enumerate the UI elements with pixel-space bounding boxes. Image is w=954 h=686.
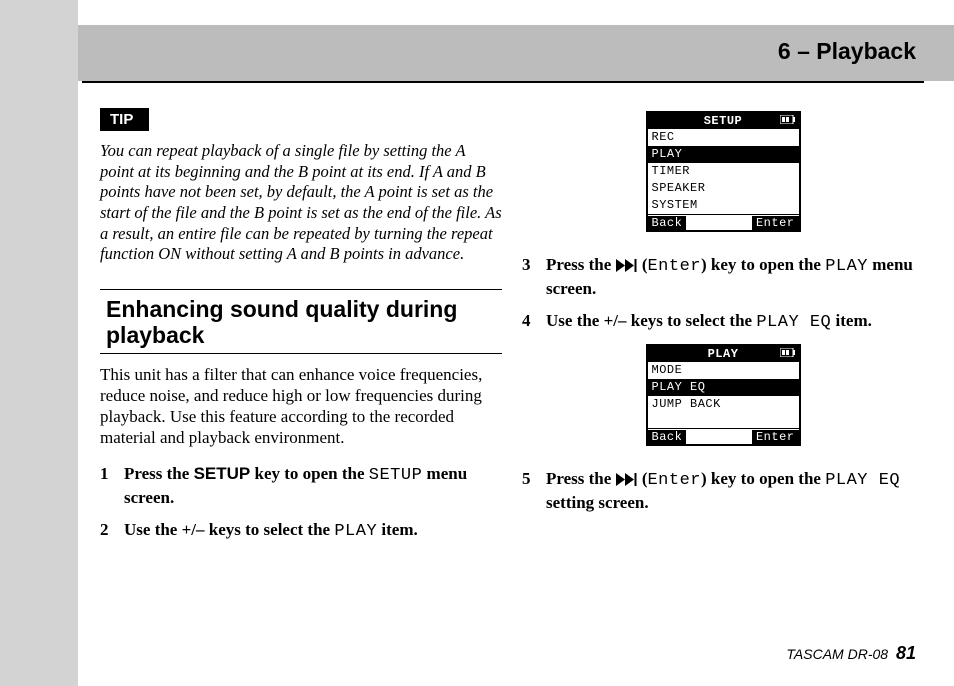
battery-icon [780, 348, 796, 357]
lcd-menu-item: SPEAKER [648, 180, 799, 197]
step-text: Use the +/– keys to select the PLAY EQ i… [546, 310, 924, 334]
footer-page-number: 81 [896, 643, 916, 663]
instruction-step: 1Press the SETUP key to open the SETUP m… [100, 463, 502, 509]
section-rule-top [100, 289, 502, 290]
footer-product: TASCAM DR-08 [786, 646, 888, 662]
lcd-blank-area [648, 413, 799, 428]
step-number: 3 [522, 254, 536, 300]
screen-label: PLAY [334, 522, 377, 541]
lcd-menu-item: PLAY EQ [648, 379, 799, 396]
lcd-menu-item: TIMER [648, 163, 799, 180]
step-text: Use the +/– keys to select the PLAY item… [124, 519, 502, 543]
chapter-title: 6 – Playback [778, 38, 916, 65]
screen-label: PLAY EQ [756, 313, 831, 332]
screen-label: PLAY EQ [825, 471, 900, 490]
lcd-menu-item: JUMP BACK [648, 396, 799, 413]
step-text: Press the (Enter) key to open the PLAY m… [546, 254, 924, 300]
instruction-step: 4 Use the +/– keys to select the PLAY EQ … [522, 310, 924, 334]
lcd-menu-item: PLAY [648, 146, 799, 163]
section-title: Enhancing sound quality during playback [100, 296, 502, 349]
step-number: 5 [522, 468, 536, 514]
battery-icon [780, 115, 796, 124]
manual-page: 6 – Playback TIP You can repeat playback… [78, 0, 954, 686]
lcd-setup-screen: SETUPRECPLAYTIMERSPEAKERSYSTEM Back Enter [646, 111, 801, 232]
lcd-footer: Back Enter [648, 214, 799, 230]
lcd-menu-item: MODE [648, 362, 799, 379]
instruction-step: 2 Use the +/– keys to select the PLAY ite… [100, 519, 502, 543]
left-column: TIP You can repeat playback of a single … [100, 108, 502, 553]
step-text: Press the (Enter) key to open the PLAY E… [546, 468, 924, 514]
play-skip-icon [616, 470, 638, 492]
lcd-title-text: SETUP [704, 114, 743, 128]
step-number: 4 [522, 310, 536, 334]
lcd-back-label: Back [648, 216, 687, 230]
instruction-step: 5Press the (Enter) key to open the PLAY … [522, 468, 924, 514]
step-text: Press the SETUP key to open the SETUP me… [124, 463, 502, 509]
step-number: 1 [100, 463, 114, 509]
screen-label: SETUP [369, 466, 423, 485]
step-number: 2 [100, 519, 114, 543]
lcd-menu-item: SYSTEM [648, 197, 799, 214]
right-column: SETUPRECPLAYTIMERSPEAKERSYSTEMBackEnter … [522, 108, 924, 524]
screen-label: Enter [647, 471, 701, 490]
lcd-back-label: Back [648, 430, 687, 444]
screen-label: PLAY [825, 257, 868, 276]
lcd-enter-label: Enter [752, 216, 799, 230]
lcd-footer: Back Enter [648, 428, 799, 444]
section-rule-bottom [100, 353, 502, 354]
chapter-rule [82, 81, 924, 83]
key-label: SETUP [194, 464, 251, 483]
screen-label: Enter [647, 257, 701, 276]
lcd-title-bar: SETUP [648, 113, 799, 129]
instruction-step: 3Press the (Enter) key to open the PLAY … [522, 254, 924, 300]
tip-badge: TIP [100, 108, 149, 131]
tip-body: You can repeat playback of a single file… [100, 141, 502, 265]
page-footer: TASCAM DR-08 81 [786, 643, 916, 664]
lcd-title-text: PLAY [708, 347, 739, 361]
lcd-play-screen: PLAYMODEPLAY EQJUMP BACK Back Enter [646, 344, 801, 446]
lcd-enter-label: Enter [752, 430, 799, 444]
play-skip-icon [616, 256, 638, 278]
body-paragraph: This unit has a filter that can enhance … [100, 364, 502, 449]
lcd-title-bar: PLAY [648, 346, 799, 362]
lcd-menu-item: REC [648, 129, 799, 146]
